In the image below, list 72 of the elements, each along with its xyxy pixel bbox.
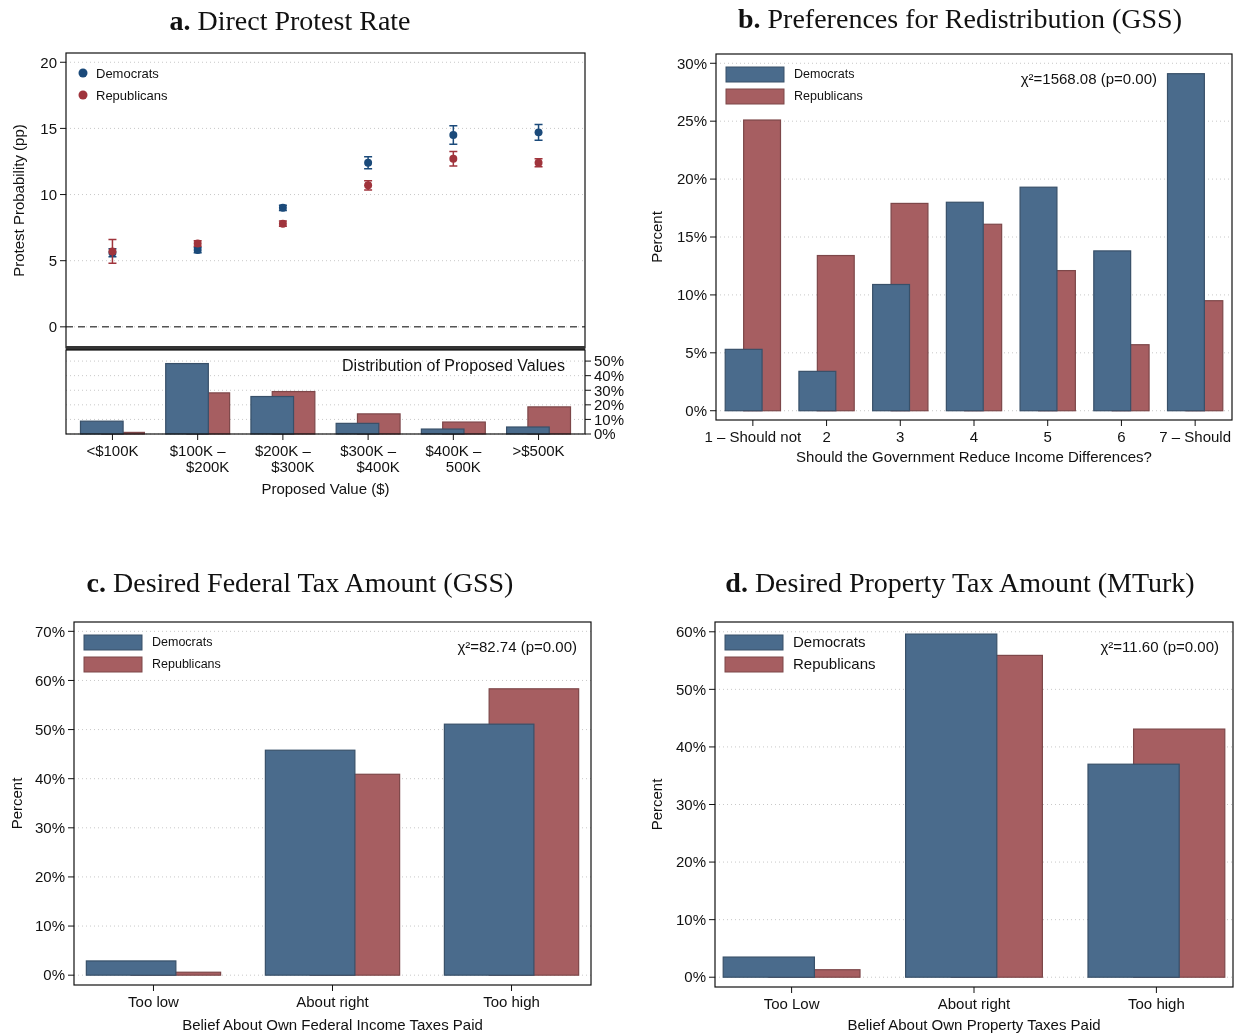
y-tick-label: 70%: [34, 622, 65, 640]
y-tick-label: 40%: [34, 769, 65, 787]
legend-label: Republicans: [794, 89, 863, 104]
x-tick-label: 1 – Should not: [704, 428, 803, 445]
y-tick-label: 20%: [676, 170, 707, 188]
y-tick-label: 15: [40, 119, 57, 137]
chart-title: c. Desired Federal Tax Amount (GSS): [86, 567, 514, 598]
x-tick-label: Too low: [128, 993, 180, 1010]
y-axis-title: Protest Probability (pp): [10, 124, 27, 277]
y-tick-label: 60%: [675, 623, 706, 641]
x-tick-label: 7 – Should: [1159, 428, 1232, 445]
legend-label: Democrats: [152, 635, 213, 650]
y-tick-label: 0: [48, 318, 57, 336]
y-tick-label: 10%: [676, 286, 707, 304]
y-tick-label: 10%: [34, 917, 65, 935]
x-tick-label: 3: [896, 428, 905, 445]
legend-label: Democrats: [793, 633, 866, 651]
x-axis-title: Belief About Own Property Taxes Paid: [847, 1016, 1101, 1033]
legend-label: Democrats: [96, 65, 160, 81]
x-tick-label: $100K – $200K: [169, 442, 230, 475]
annotation: χ²=11.60 (p=0.00): [1100, 638, 1219, 655]
y-tick-label: 15%: [676, 228, 707, 246]
y-tick-label: 50%: [34, 720, 65, 738]
x-tick-label: 4: [969, 428, 979, 445]
y-tick-label: 5%: [685, 344, 707, 362]
y2-tick-label: 30%: [594, 381, 625, 399]
x-tick-label: 6: [1117, 428, 1126, 445]
annotation: χ²=1568.08 (p=0.00): [1020, 70, 1157, 87]
x-tick-label: $300K – $400K: [340, 442, 400, 475]
y-axis-title: Percent: [648, 777, 665, 831]
y-tick-label: 10: [40, 185, 57, 203]
y-tick-label: 30%: [34, 819, 65, 837]
y-tick-label: 30%: [676, 54, 707, 72]
y-tick-label: 20%: [675, 853, 706, 871]
chart-title: a. Direct Protest Rate: [169, 5, 411, 36]
x-tick-label: About right: [296, 993, 370, 1010]
x-axis-title: Should the Government Reduce Income Differences?: [796, 448, 1152, 465]
x-tick-label: >$500K: [512, 442, 565, 459]
chart-title: Distribution of Proposed Values: [342, 357, 565, 374]
y-tick-label: 10%: [675, 910, 706, 928]
annotation: χ²=82.74 (p=0.00): [457, 638, 577, 655]
y-tick-label: 0%: [43, 966, 65, 984]
legend-label: Republicans: [152, 657, 221, 672]
chart-title: d. Desired Property Tax Amount (MTurk): [725, 567, 1195, 598]
legend-label: Republicans: [793, 655, 876, 673]
y-tick-label: 20: [40, 53, 57, 71]
x-tick-label: 5: [1043, 428, 1052, 445]
x-tick-label: About right: [937, 995, 1012, 1012]
y-tick-label: 0%: [685, 401, 707, 419]
y-tick-label: 0%: [684, 968, 706, 986]
y-tick-label: 50%: [675, 680, 706, 698]
y-axis-title: Percent: [648, 210, 665, 263]
y-tick-label: 25%: [676, 112, 707, 130]
x-tick-label: 2: [822, 428, 831, 445]
x-tick-label: <$100K: [86, 442, 139, 459]
x-axis-title: Proposed Value ($): [261, 480, 390, 497]
x-tick-label: Too high: [483, 993, 540, 1010]
x-tick-label: $200K – $300K: [254, 442, 315, 475]
legend-label: Republicans: [96, 87, 169, 103]
x-tick-label: Too Low: [763, 995, 820, 1012]
y-tick-label: 20%: [34, 868, 65, 886]
legend-label: Democrats: [794, 67, 855, 82]
y-tick-label: 60%: [34, 671, 65, 689]
y-tick-label: 5: [48, 251, 57, 269]
y-tick-label: 40%: [675, 738, 706, 756]
chart-title: b. Preferences for Redistribution (GSS): [737, 3, 1183, 34]
x-axis-title: Belief About Own Federal Income Taxes Paid: [182, 1016, 483, 1033]
y-axis-title: Percent: [8, 776, 25, 830]
y2-tick-label: 0%: [594, 425, 616, 443]
x-tick-label: Too high: [1128, 995, 1185, 1012]
y-tick-label: 30%: [675, 795, 706, 813]
x-tick-label: $400K – 500K: [425, 442, 482, 475]
